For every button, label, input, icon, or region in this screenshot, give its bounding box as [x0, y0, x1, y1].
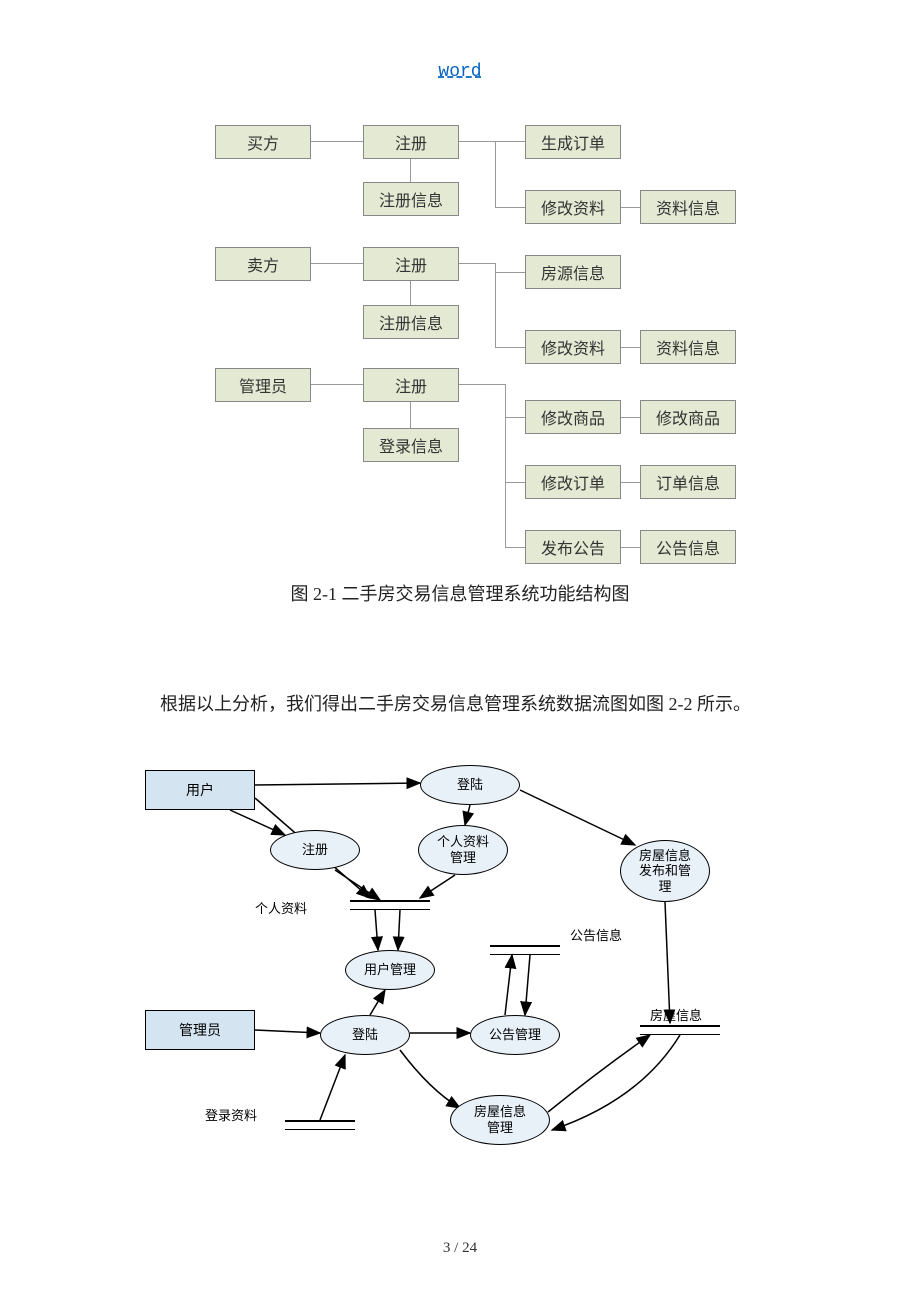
entity-admin: 管理员 — [145, 1010, 255, 1050]
flow-arrow — [230, 810, 285, 835]
connector — [459, 263, 495, 264]
body-paragraph: 根据以上分析，我们得出二手房交易信息管理系统数据流图如图 2-2 所示。 — [160, 690, 860, 716]
tree-node-loginfo: 登录信息 — [363, 428, 459, 462]
datastore-label-ds-ann: 公告信息 — [570, 925, 622, 944]
connector — [311, 263, 363, 264]
process-annmgr: 公告管理 — [470, 1015, 560, 1055]
connector — [410, 281, 411, 305]
tree-node-datainfo2: 资料信息 — [640, 330, 736, 364]
tree-node-house: 房源信息 — [525, 255, 621, 289]
connector — [410, 402, 411, 428]
page: word 买方注册注册信息卖方注册注册信息管理员注册登录信息生成订单修改资料资料… — [0, 0, 920, 1302]
tree-node-modprod2: 修改商品 — [640, 400, 736, 434]
page-footer: 3 / 24 — [0, 1240, 920, 1257]
tree-node-reginfo2: 注册信息 — [363, 305, 459, 339]
flow-arrow — [552, 1035, 680, 1130]
tree-node-modprod: 修改商品 — [525, 400, 621, 434]
process-usermgr: 用户管理 — [345, 950, 435, 990]
process-reg: 注册 — [270, 830, 360, 870]
process-profile: 个人资料 管理 — [418, 825, 508, 875]
connector — [495, 141, 496, 208]
process-login1: 登陆 — [420, 765, 520, 805]
connector — [311, 384, 363, 385]
connector — [410, 159, 411, 182]
flow-arrow — [320, 1055, 345, 1120]
connector — [621, 417, 640, 418]
header-word: word — [0, 62, 920, 82]
datastore-ds-house — [640, 1025, 720, 1035]
flow-arrow — [255, 783, 420, 785]
connector — [495, 263, 496, 348]
flow-arrow — [525, 955, 530, 1015]
datastore-ds-login — [285, 1120, 355, 1130]
tree-node-reg2: 注册 — [363, 247, 459, 281]
connector — [505, 384, 506, 548]
datastore-ds-personal — [350, 900, 430, 910]
connector — [459, 384, 505, 385]
connector — [459, 141, 525, 142]
flow-arrow — [420, 875, 455, 898]
tree-node-modinfo1: 修改资料 — [525, 190, 621, 224]
connector — [621, 347, 640, 348]
datastore-ds-ann — [490, 945, 560, 955]
flow-arrow — [400, 1050, 460, 1108]
process-login2: 登陆 — [320, 1015, 410, 1055]
tree-node-orderinfo: 订单信息 — [640, 465, 736, 499]
flow-arrow — [505, 955, 512, 1015]
tree-node-genorder: 生成订单 — [525, 125, 621, 159]
tree-node-datainfo1: 资料信息 — [640, 190, 736, 224]
flow-arrow — [520, 790, 635, 845]
flow-arrow — [548, 1035, 650, 1112]
figure-2-1-caption: 图 2-1 二手房交易信息管理系统功能结构图 — [0, 580, 920, 606]
flow-arrow — [375, 910, 378, 950]
tree-node-admin: 管理员 — [215, 368, 311, 402]
connector — [621, 207, 640, 208]
datastore-label-ds-house: 房屋信息 — [650, 1005, 702, 1024]
tree-node-seller: 卖方 — [215, 247, 311, 281]
tree-node-reg1: 注册 — [363, 125, 459, 159]
entity-user: 用户 — [145, 770, 255, 810]
connector — [505, 547, 525, 548]
datastore-label-ds-login: 登录资料 — [205, 1105, 257, 1124]
connector — [311, 141, 363, 142]
dataflow-diagram: 用户管理员登陆注册个人资料 管理房屋信息 发布和管 理用户管理登陆公告管理房屋信… — [0, 750, 920, 1180]
tree-node-pubann: 发布公告 — [525, 530, 621, 564]
flow-arrow — [335, 870, 380, 900]
connector — [505, 482, 525, 483]
flow-arrow — [465, 805, 470, 825]
tree-node-anninfo: 公告信息 — [640, 530, 736, 564]
tree-node-buyer: 买方 — [215, 125, 311, 159]
connector — [621, 482, 640, 483]
tree-node-reginfo1: 注册信息 — [363, 182, 459, 216]
process-housemgr: 房屋信息 管理 — [450, 1095, 550, 1145]
connector — [495, 272, 525, 273]
tree-node-modinfo2: 修改资料 — [525, 330, 621, 364]
page-total: 24 — [462, 1240, 477, 1256]
connector — [505, 417, 525, 418]
connector — [495, 347, 525, 348]
flow-arrow — [255, 1030, 320, 1033]
connector — [495, 207, 525, 208]
process-houseinfo: 房屋信息 发布和管 理 — [620, 840, 710, 902]
function-structure-diagram: 买方注册注册信息卖方注册注册信息管理员注册登录信息生成订单修改资料资料信息房源信… — [0, 110, 920, 570]
flow-arrow — [398, 910, 400, 950]
tree-node-reg3: 注册 — [363, 368, 459, 402]
flow-arrow — [370, 990, 385, 1015]
connector — [621, 547, 640, 548]
tree-node-modorder: 修改订单 — [525, 465, 621, 499]
datastore-label-ds-personal: 个人资料 — [255, 898, 307, 917]
page-sep: / — [450, 1240, 462, 1256]
